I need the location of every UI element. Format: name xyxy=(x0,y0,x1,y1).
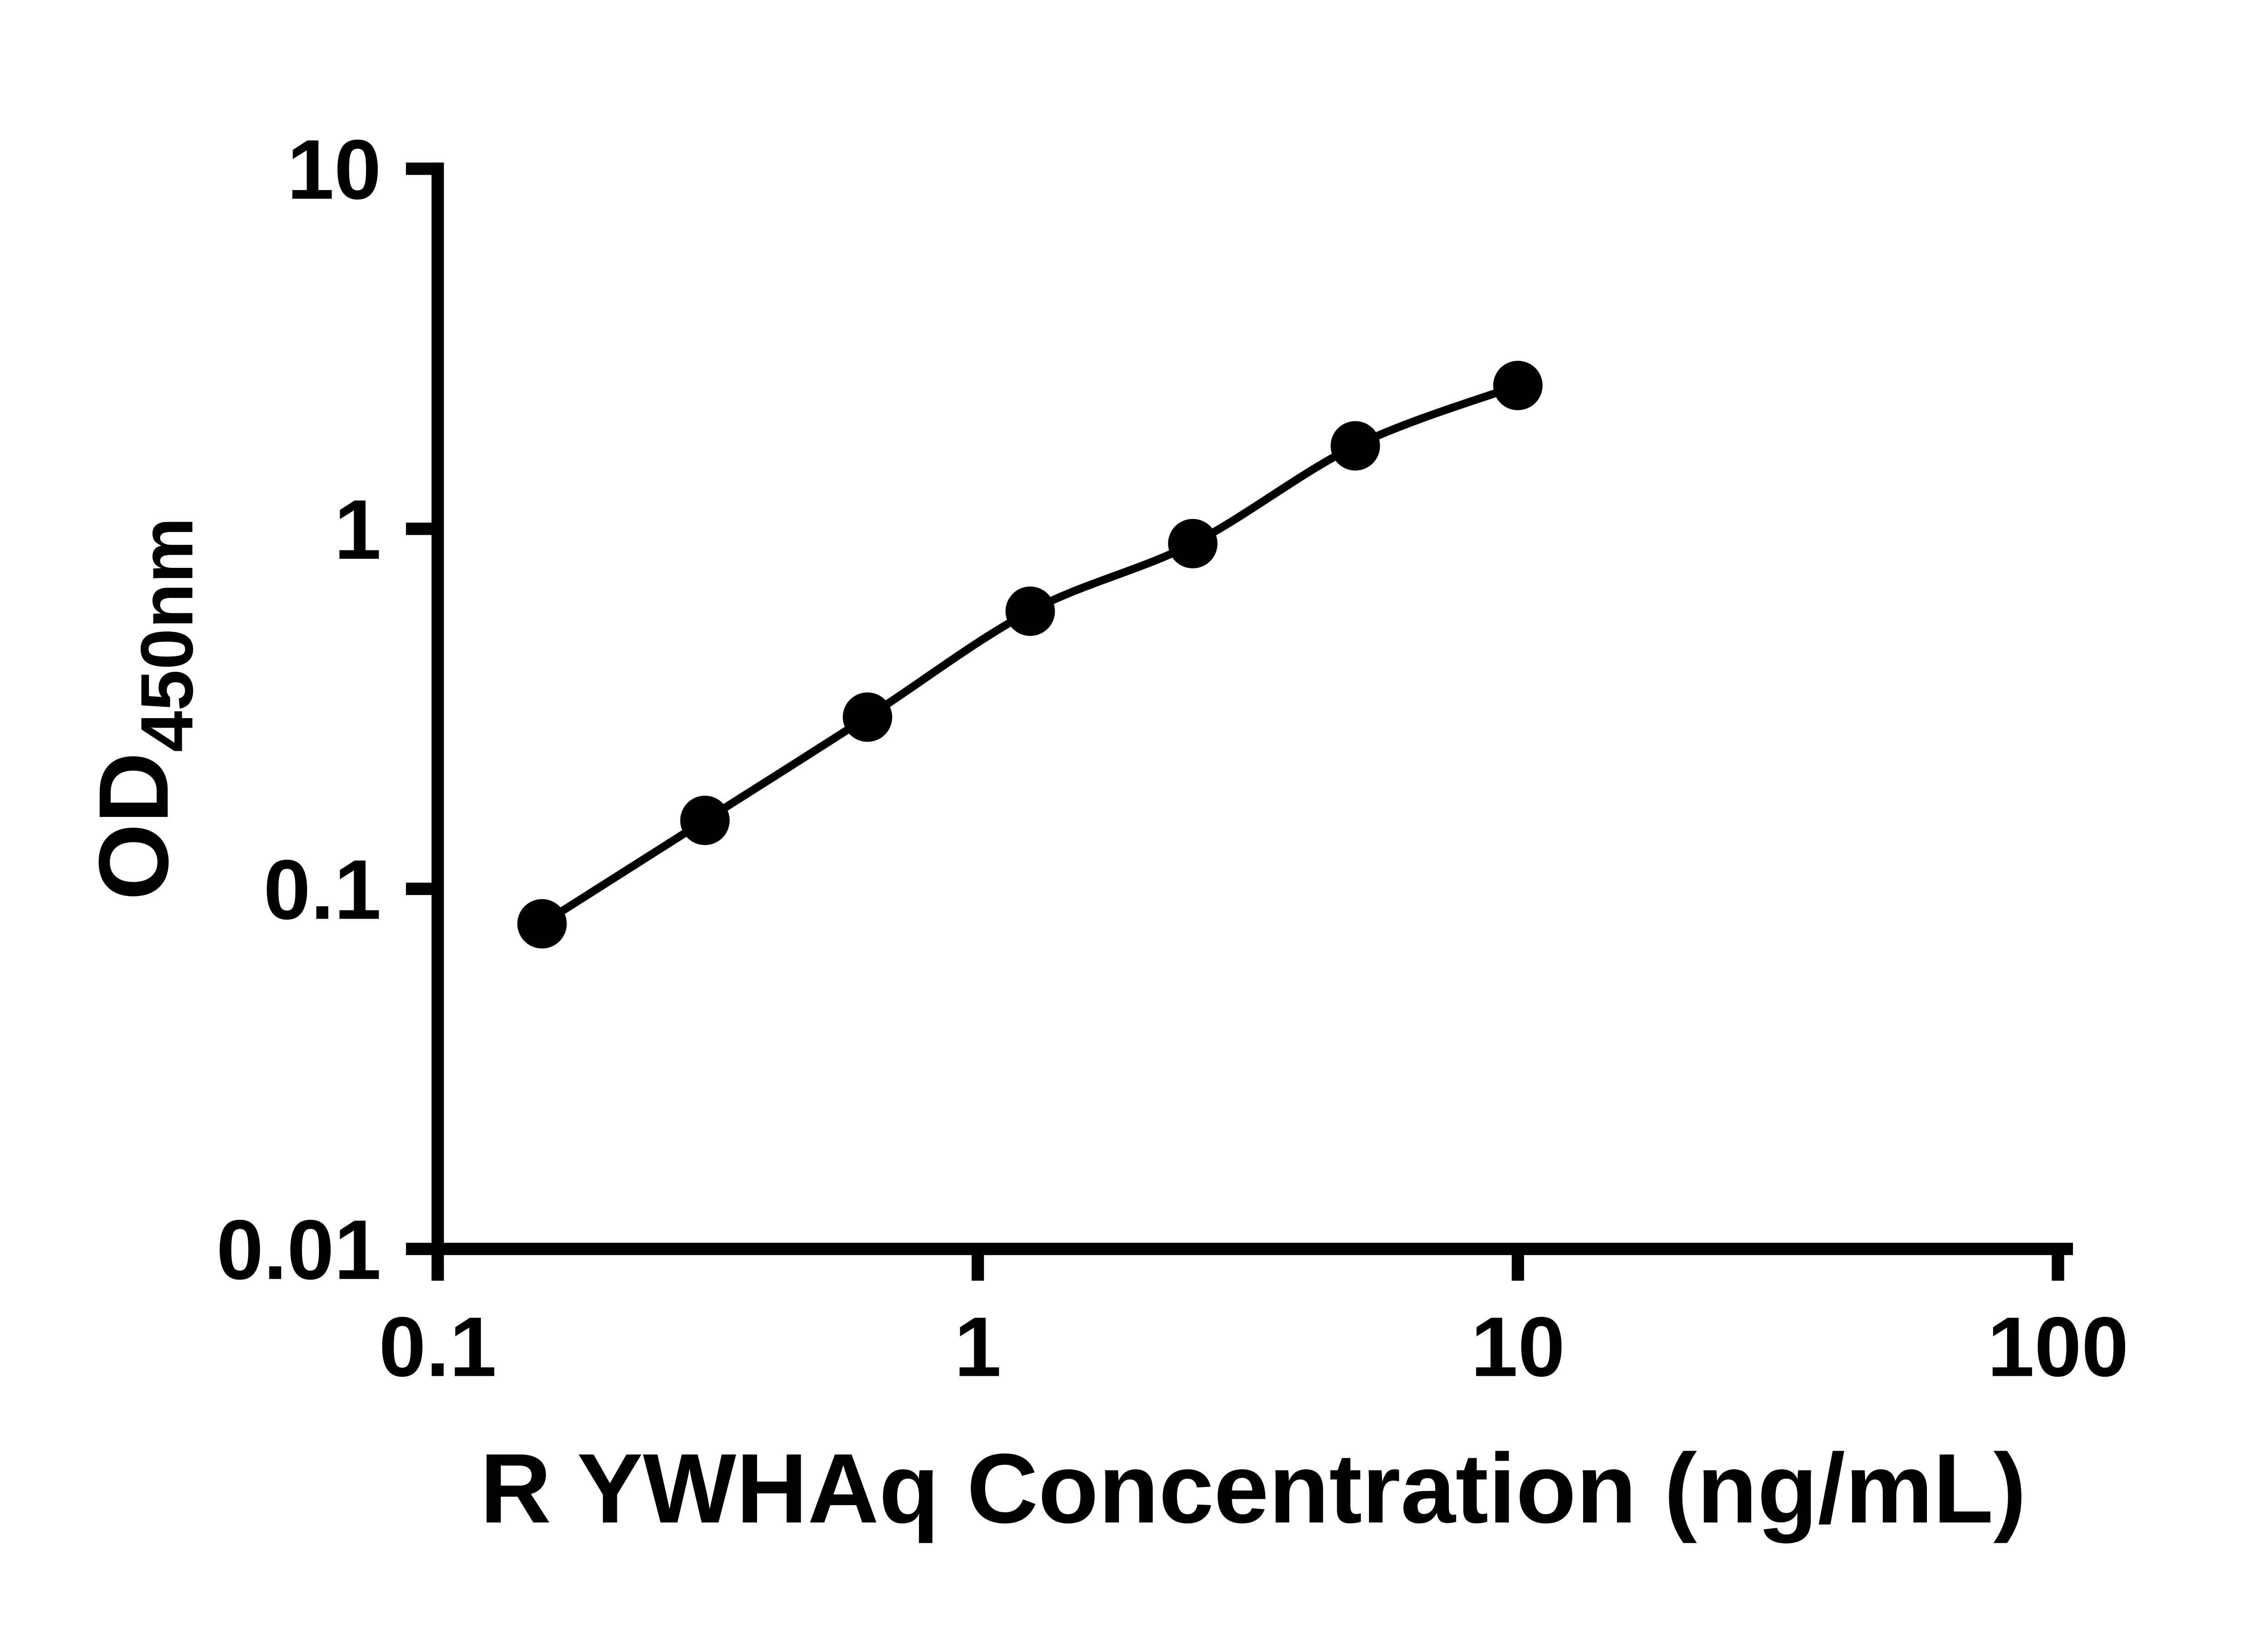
data-point xyxy=(842,692,892,742)
x-tick-label: 100 xyxy=(1987,1299,2129,1394)
y-tick-label: 10 xyxy=(287,122,381,217)
y-axis-title-base: OD xyxy=(79,752,189,900)
x-tick-label: 1 xyxy=(954,1299,1002,1394)
x-tick-label: 0.1 xyxy=(379,1299,497,1394)
y-tick-label: 1 xyxy=(334,482,381,577)
x-axis-title: R YWHAq Concentration (ng/mL) xyxy=(480,1433,2026,1544)
standard-curve-line xyxy=(538,381,1522,928)
x-tick-label: 10 xyxy=(1471,1299,1565,1394)
y-tick-label: 0.01 xyxy=(216,1202,381,1297)
data-point xyxy=(517,899,567,949)
y-tick-label: 0.1 xyxy=(264,842,381,937)
y-axis-title-subscript: 450nm xyxy=(125,517,208,752)
data-point xyxy=(680,796,730,846)
data-point xyxy=(1330,421,1380,471)
data-point xyxy=(1493,361,1543,411)
data-point xyxy=(1168,518,1218,568)
data-point xyxy=(1005,586,1055,636)
y-axis-title: OD450nm xyxy=(79,517,208,900)
